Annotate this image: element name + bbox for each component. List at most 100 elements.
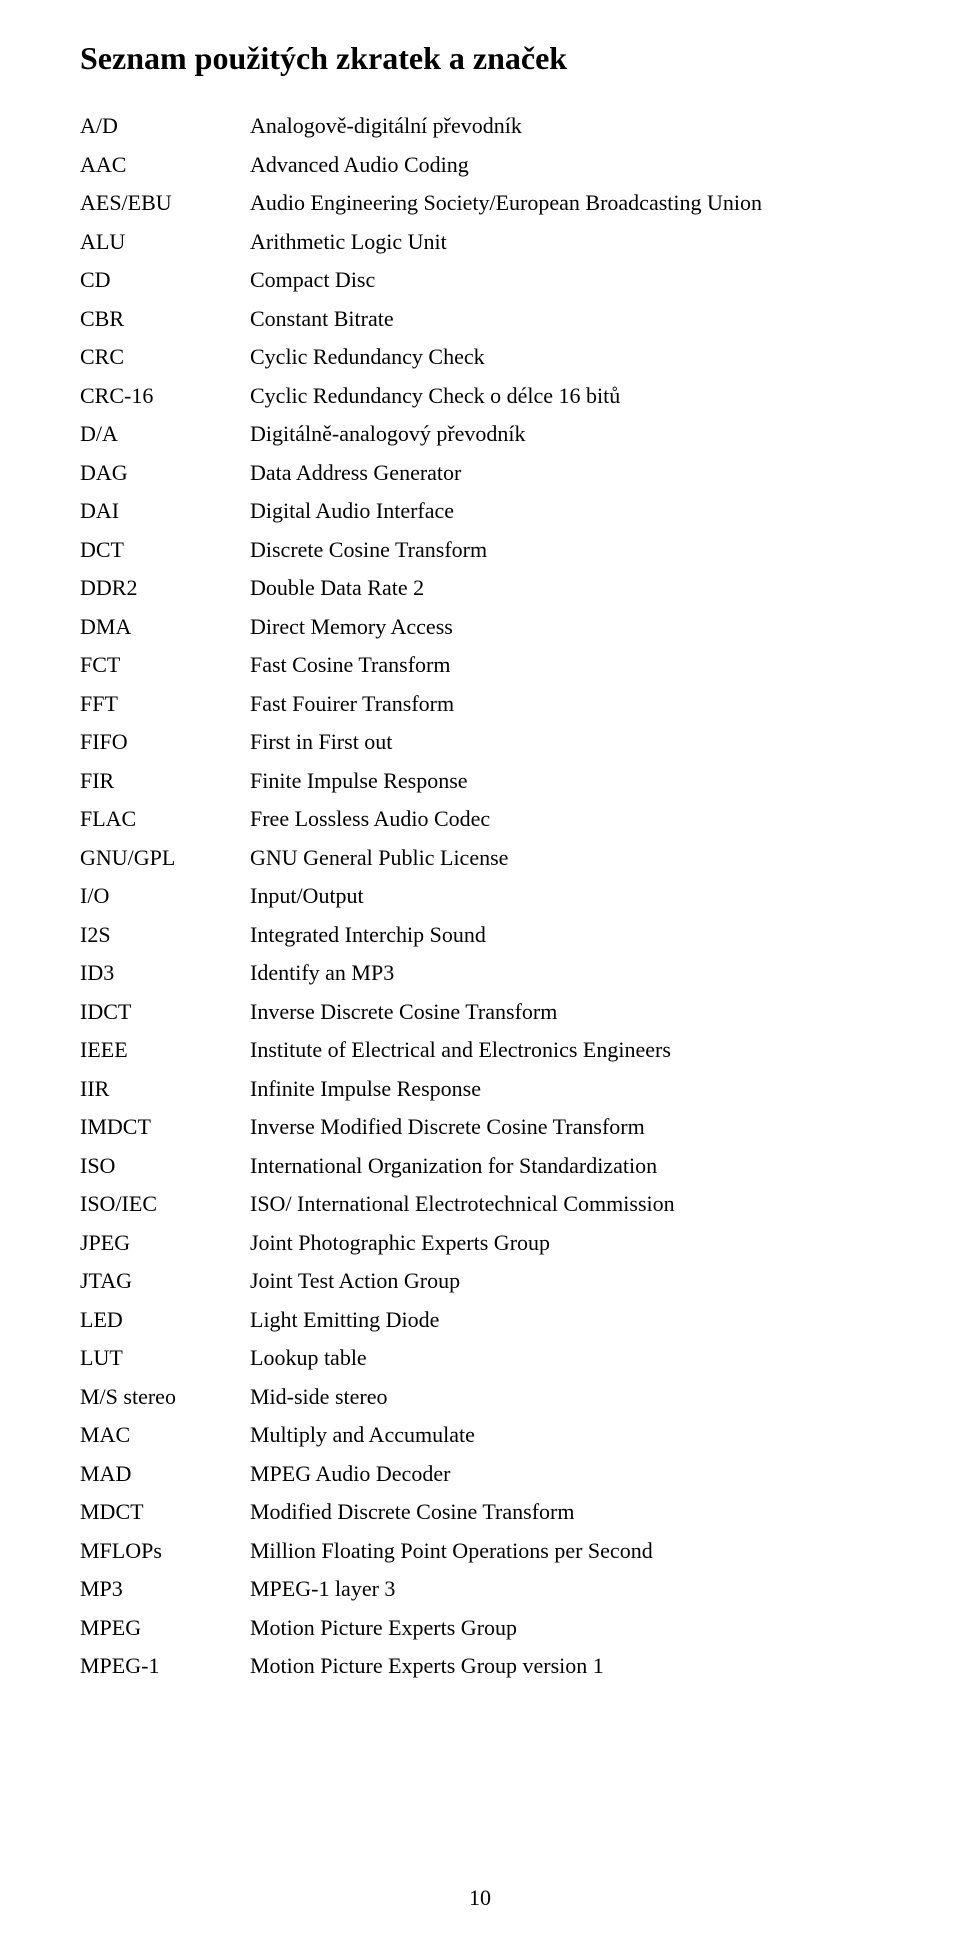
abbreviation-term: FCT	[80, 646, 250, 685]
abbreviation-row: ISOInternational Organization for Standa…	[80, 1147, 880, 1186]
abbreviation-term: GNU/GPL	[80, 839, 250, 878]
abbreviation-row: DAIDigital Audio Interface	[80, 492, 880, 531]
abbreviation-term: DAI	[80, 492, 250, 531]
abbreviation-definition: Data Address Generator	[250, 454, 880, 493]
abbreviation-term: I2S	[80, 916, 250, 955]
abbreviation-term: IDCT	[80, 993, 250, 1032]
abbreviation-term: LUT	[80, 1339, 250, 1378]
abbreviation-row: IDCTInverse Discrete Cosine Transform	[80, 993, 880, 1032]
abbreviation-row: MDCTModified Discrete Cosine Transform	[80, 1493, 880, 1532]
abbreviation-definition: Free Lossless Audio Codec	[250, 800, 880, 839]
abbreviation-row: CRC-16Cyclic Redundancy Check o délce 16…	[80, 377, 880, 416]
abbreviation-definition: Joint Photographic Experts Group	[250, 1224, 880, 1263]
abbreviation-term: FLAC	[80, 800, 250, 839]
page-heading: Seznam použitých zkratek a značek	[80, 40, 880, 77]
abbreviation-term: ID3	[80, 954, 250, 993]
abbreviation-row: CBRConstant Bitrate	[80, 300, 880, 339]
abbreviation-term: MAC	[80, 1416, 250, 1455]
abbreviation-definition: Audio Engineering Society/European Broad…	[250, 184, 880, 223]
abbreviation-term: IMDCT	[80, 1108, 250, 1147]
abbreviation-term: IIR	[80, 1070, 250, 1109]
abbreviation-definition: Compact Disc	[250, 261, 880, 300]
abbreviation-term: ISO/IEC	[80, 1185, 250, 1224]
abbreviation-definition: GNU General Public License	[250, 839, 880, 878]
abbreviation-definition: Fast Fouirer Transform	[250, 685, 880, 724]
abbreviation-definition: Analogově-digitální převodník	[250, 107, 880, 146]
abbreviation-definition: First in First out	[250, 723, 880, 762]
abbreviation-definition: International Organization for Standardi…	[250, 1147, 880, 1186]
abbreviation-term: CRC	[80, 338, 250, 377]
abbreviation-row: FIFOFirst in First out	[80, 723, 880, 762]
abbreviation-term: AAC	[80, 146, 250, 185]
abbreviation-definition: Motion Picture Experts Group	[250, 1609, 880, 1648]
abbreviation-row: D/ADigitálně-analogový převodník	[80, 415, 880, 454]
abbreviation-definition: MPEG-1 layer 3	[250, 1570, 880, 1609]
abbreviation-definition: Direct Memory Access	[250, 608, 880, 647]
abbreviation-term: CRC-16	[80, 377, 250, 416]
abbreviation-term: FFT	[80, 685, 250, 724]
abbreviation-definition: Digital Audio Interface	[250, 492, 880, 531]
abbreviation-term: CBR	[80, 300, 250, 339]
abbreviation-row: A/DAnalogově-digitální převodník	[80, 107, 880, 146]
abbreviation-row: IMDCTInverse Modified Discrete Cosine Tr…	[80, 1108, 880, 1147]
abbreviation-definition: Identify an MP3	[250, 954, 880, 993]
abbreviation-definition: Mid-side stereo	[250, 1378, 880, 1417]
abbreviation-term: DMA	[80, 608, 250, 647]
document-page: Seznam použitých zkratek a značek A/DAna…	[0, 0, 960, 1941]
abbreviation-definition: Discrete Cosine Transform	[250, 531, 880, 570]
abbreviation-row: GNU/GPLGNU General Public License	[80, 839, 880, 878]
abbreviation-term: AES/EBU	[80, 184, 250, 223]
abbreviation-definition: Motion Picture Experts Group version 1	[250, 1647, 880, 1686]
abbreviation-definition: Lookup table	[250, 1339, 880, 1378]
abbreviation-definition: Arithmetic Logic Unit	[250, 223, 880, 262]
abbreviation-row: DDR2Double Data Rate 2	[80, 569, 880, 608]
abbreviation-row: MFLOPsMillion Floating Point Operations …	[80, 1532, 880, 1571]
abbreviation-row: I2SIntegrated Interchip Sound	[80, 916, 880, 955]
abbreviation-row: FIRFinite Impulse Response	[80, 762, 880, 801]
abbreviation-term: I/O	[80, 877, 250, 916]
abbreviation-term: MPEG-1	[80, 1647, 250, 1686]
abbreviation-term: LED	[80, 1301, 250, 1340]
abbreviation-term: M/S stereo	[80, 1378, 250, 1417]
abbreviation-row: MACMultiply and Accumulate	[80, 1416, 880, 1455]
abbreviation-definition: Digitálně-analogový převodník	[250, 415, 880, 454]
abbreviation-definition: Light Emitting Diode	[250, 1301, 880, 1340]
abbreviation-row: FCTFast Cosine Transform	[80, 646, 880, 685]
abbreviation-row: DMADirect Memory Access	[80, 608, 880, 647]
abbreviation-definition: Integrated Interchip Sound	[250, 916, 880, 955]
abbreviation-definition: MPEG Audio Decoder	[250, 1455, 880, 1494]
abbreviation-row: LEDLight Emitting Diode	[80, 1301, 880, 1340]
abbreviation-row: MP3MPEG-1 layer 3	[80, 1570, 880, 1609]
abbreviation-term: FIR	[80, 762, 250, 801]
abbreviation-row: AES/EBUAudio Engineering Society/Europea…	[80, 184, 880, 223]
abbreviation-definition: Input/Output	[250, 877, 880, 916]
abbreviation-row: DAGData Address Generator	[80, 454, 880, 493]
abbreviation-term: DCT	[80, 531, 250, 570]
abbreviation-row: MADMPEG Audio Decoder	[80, 1455, 880, 1494]
abbreviation-definition: Modified Discrete Cosine Transform	[250, 1493, 880, 1532]
abbreviation-term: JTAG	[80, 1262, 250, 1301]
abbreviation-row: FFTFast Fouirer Transform	[80, 685, 880, 724]
abbreviation-definition: Inverse Modified Discrete Cosine Transfo…	[250, 1108, 880, 1147]
abbreviation-row: ID3Identify an MP3	[80, 954, 880, 993]
page-number: 10	[0, 1885, 960, 1911]
abbreviation-row: DCTDiscrete Cosine Transform	[80, 531, 880, 570]
abbreviation-row: ALUArithmetic Logic Unit	[80, 223, 880, 262]
abbreviation-definition: Million Floating Point Operations per Se…	[250, 1532, 880, 1571]
abbreviation-definition: Cyclic Redundancy Check	[250, 338, 880, 377]
abbreviation-term: A/D	[80, 107, 250, 146]
abbreviation-row: JPEGJoint Photographic Experts Group	[80, 1224, 880, 1263]
abbreviation-term: IEEE	[80, 1031, 250, 1070]
abbreviation-row: JTAGJoint Test Action Group	[80, 1262, 880, 1301]
abbreviation-definition: Cyclic Redundancy Check o délce 16 bitů	[250, 377, 880, 416]
abbreviation-definition: Double Data Rate 2	[250, 569, 880, 608]
abbreviation-term: DDR2	[80, 569, 250, 608]
abbreviation-term: MPEG	[80, 1609, 250, 1648]
abbreviation-row: I/OInput/Output	[80, 877, 880, 916]
abbreviation-term: MFLOPs	[80, 1532, 250, 1571]
abbreviation-term: CD	[80, 261, 250, 300]
abbreviation-definition: Advanced Audio Coding	[250, 146, 880, 185]
abbreviation-term: D/A	[80, 415, 250, 454]
abbreviation-row: IIRInfinite Impulse Response	[80, 1070, 880, 1109]
abbreviation-term: MDCT	[80, 1493, 250, 1532]
